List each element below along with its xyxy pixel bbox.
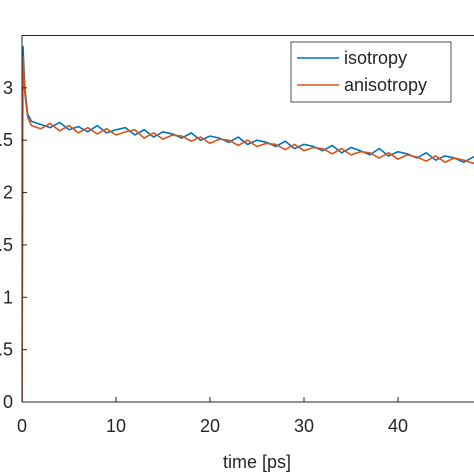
x-tick-label: 10 [106,416,126,436]
y-tick-label: 2.5 [0,130,13,150]
y-tick-label: 0.5 [0,340,13,360]
legend-label: anisotropy [344,75,427,95]
legend-label: isotropy [344,48,407,68]
x-axis-label: time [ps] [223,452,291,472]
y-tick-label: 0 [3,392,13,412]
plot-area [22,45,474,402]
y-tick-label: 3 [3,78,13,98]
y-tick-label: 1 [3,287,13,307]
x-tick-label: 20 [200,416,220,436]
x-tick-label: 30 [294,416,314,436]
y-tick-label: 2 [3,183,13,203]
data-line [22,56,474,402]
x-tick-label: 0 [17,416,27,436]
y-tick-label: 1.5 [0,235,13,255]
x-tick-label: 40 [388,416,408,436]
legend-box [290,41,452,103]
